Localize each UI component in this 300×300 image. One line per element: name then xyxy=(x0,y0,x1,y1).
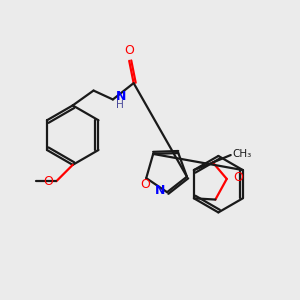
Text: CH₃: CH₃ xyxy=(232,149,251,160)
Text: O: O xyxy=(233,171,243,184)
Text: O: O xyxy=(140,178,150,191)
Text: H: H xyxy=(116,100,124,110)
Text: N: N xyxy=(116,90,126,103)
Text: O: O xyxy=(124,44,134,57)
Text: N: N xyxy=(155,184,166,197)
Text: O: O xyxy=(43,175,53,188)
